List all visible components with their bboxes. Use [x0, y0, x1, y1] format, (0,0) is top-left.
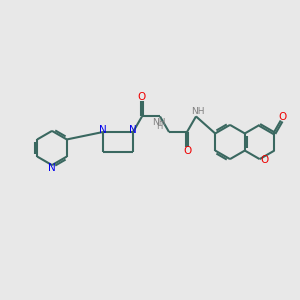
Text: O: O [260, 155, 269, 165]
Text: N: N [99, 125, 107, 135]
Text: NH: NH [191, 107, 205, 116]
Text: H: H [156, 122, 162, 131]
Text: NH: NH [152, 118, 166, 127]
Text: N: N [48, 163, 56, 173]
Text: O: O [138, 92, 146, 102]
Text: N: N [129, 125, 137, 135]
Text: O: O [278, 112, 287, 122]
Text: O: O [183, 146, 191, 156]
